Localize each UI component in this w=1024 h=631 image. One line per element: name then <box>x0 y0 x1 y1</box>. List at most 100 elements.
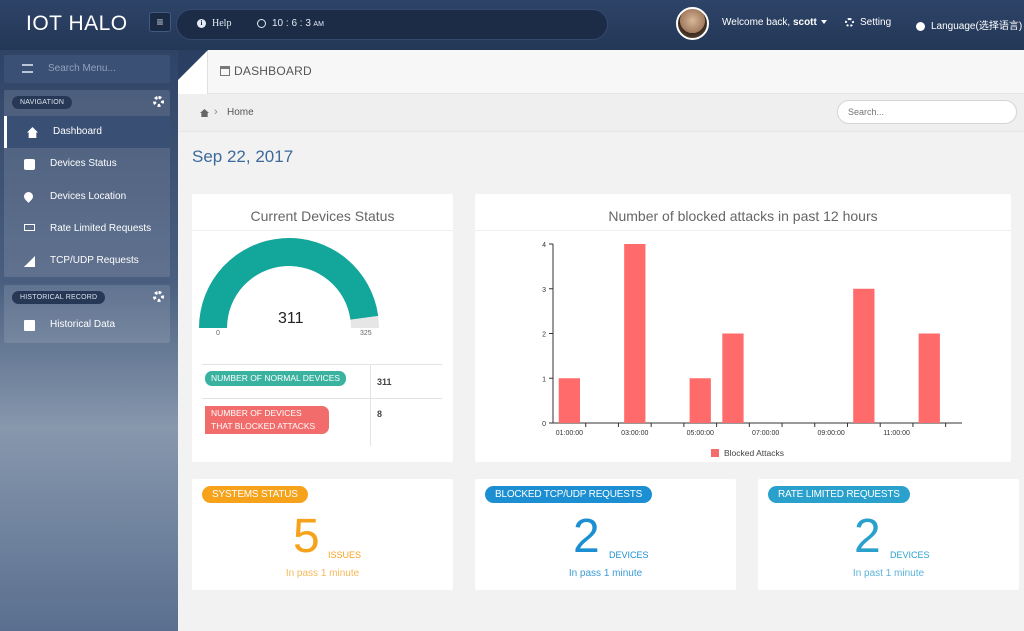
page-titlebar: DASHBOARD <box>178 50 1024 94</box>
blocked-tcp-card: BLOCKED TCP/UDP REQUESTS 2 DEVICES In pa… <box>475 479 736 590</box>
bar <box>918 333 940 423</box>
caret-down-icon <box>820 20 827 25</box>
devices-gauge <box>199 238 379 328</box>
clock-suffix: AM <box>313 21 324 28</box>
blocked-tcp-subtext: In pass 1 minute <box>568 568 643 579</box>
sidebar-item-rate-limited[interactable]: Rate Limited Requests <box>4 213 170 245</box>
y-tick-label: 1 <box>542 376 546 383</box>
sidebar-item-label: TCP/UDP Requests <box>50 255 139 266</box>
x-tick-label: 03:00:00 <box>621 430 648 437</box>
book-icon <box>24 320 35 331</box>
breadcrumb-separator: › <box>214 106 218 118</box>
systems-status-badge: SYSTEMS STATUS <box>202 486 308 503</box>
help-link[interactable]: i Help <box>197 18 231 29</box>
blocked-devices-label: NUMBER OF DEVICES THAT BLOCKED ATTACKS <box>205 406 329 434</box>
search-input[interactable] <box>837 100 1017 124</box>
toolbar-pill: i Help 10 : 6 : 3 AM <box>176 9 608 40</box>
blocked-tcp-badge: BLOCKED TCP/UDP REQUESTS <box>485 486 653 503</box>
welcome-text: Welcome back, <box>722 17 793 28</box>
sidebar-item-devices-location[interactable]: Devices Location <box>4 181 170 213</box>
sidebar-item-devices-status[interactable]: Devices Status <box>4 148 170 180</box>
x-tick-label: 09:00:00 <box>817 430 844 437</box>
brand-logo[interactable]: IOT HALO <box>26 12 128 35</box>
devices-status-card: Current Devices Status 311 0 325 NUMBER … <box>192 194 453 462</box>
navigation-panel: NAVIGATION Dashboard Devices Status Devi… <box>4 90 170 277</box>
devices-status-title: Current Devices Status <box>250 208 395 224</box>
table-row: NUMBER OF NORMAL DEVICES 311 <box>202 364 442 398</box>
gears-icon <box>845 17 854 27</box>
map-pin-icon <box>22 190 35 203</box>
search-menu-placeholder: Search Menu... <box>48 63 116 74</box>
historical-title: HISTORICAL RECORD <box>12 291 106 304</box>
x-tick-label: 07:00:00 <box>752 430 779 437</box>
legend-swatch <box>711 449 719 457</box>
navigation-title: NAVIGATION <box>12 96 73 109</box>
gauge-min-label: 0 <box>216 330 220 337</box>
clock-time: 10 : 6 : 3 <box>272 18 311 29</box>
clock-display: 10 : 6 : 3 AM <box>257 18 324 29</box>
blocked-devices-value: 8 <box>377 409 383 419</box>
clock-icon <box>257 19 266 29</box>
gauge-fill <box>199 238 379 328</box>
y-tick-label: 3 <box>542 287 546 294</box>
user-menu[interactable]: Welcome back, scott <box>722 17 827 28</box>
language-link[interactable]: Language(选择语言) <box>916 17 1022 32</box>
main-content: DASHBOARD › Home Sep 22, 2017 Current De… <box>178 50 1024 631</box>
blocked-tcp-count: 2 <box>573 510 600 563</box>
info-icon: i <box>197 19 206 29</box>
gauge-value: 311 <box>278 310 304 327</box>
gear-icon[interactable] <box>153 96 164 107</box>
hamburger-icon[interactable]: ≡ <box>149 12 171 32</box>
setting-label: Setting <box>860 17 892 28</box>
legend-label: Blocked Attacks <box>724 448 785 458</box>
sidebar-item-label: Devices Status <box>50 158 117 169</box>
devices-stat-table: NUMBER OF NORMAL DEVICES 311 NUMBER OF D… <box>202 364 442 446</box>
gauge-max-label: 325 <box>360 330 372 337</box>
sidebar-item-tcp-udp[interactable]: TCP/UDP Requests <box>4 245 170 277</box>
x-tick-label: 01:00:00 <box>556 430 583 437</box>
device-icon <box>24 159 35 170</box>
sidebar-item-historical-data[interactable]: Historical Data <box>4 309 170 341</box>
page-title-text: DASHBOARD <box>234 64 312 78</box>
breadcrumb-home-icon[interactable] <box>200 109 209 117</box>
blocked-tcp-unit: DEVICES <box>609 550 649 560</box>
y-tick-label: 0 <box>542 421 546 428</box>
y-tick-label: 2 <box>542 332 546 339</box>
sidebar-item-dashboard[interactable]: Dashboard <box>4 116 170 148</box>
home-icon <box>27 127 38 138</box>
bar <box>722 333 744 423</box>
help-label: Help <box>212 18 232 29</box>
signal-icon <box>24 256 35 267</box>
page-fold-decoration <box>178 50 208 94</box>
rate-limited-subtext: In past 1 minute <box>852 568 925 579</box>
bar <box>624 244 646 423</box>
systems-status-card: SYSTEMS STATUS 5 ISSUES In pass 1 minute <box>192 479 453 590</box>
breadcrumb-home-link[interactable]: Home <box>227 107 254 118</box>
sidebar-item-label: Historical Data <box>50 319 116 330</box>
laptop-icon <box>24 224 35 231</box>
rate-limited-badge: RATE LIMITED REQUESTS <box>768 486 910 503</box>
search-menu-input[interactable]: Search Menu... <box>4 55 170 83</box>
systems-status-subtext: In pass 1 minute <box>285 568 360 579</box>
gear-icon[interactable] <box>153 291 164 302</box>
normal-devices-value: 311 <box>377 377 392 387</box>
rate-limited-count: 2 <box>854 510 881 563</box>
rate-limited-card: RATE LIMITED REQUESTS 2 DEVICES In past … <box>758 479 1019 590</box>
search-menu-icon <box>22 64 33 73</box>
systems-issues-count: 5 <box>293 510 320 563</box>
top-bar: IOT HALO ≡ i Help 10 : 6 : 3 AM Welcome b… <box>0 0 1024 50</box>
card-divider <box>475 230 1011 231</box>
rate-limited-unit: DEVICES <box>890 550 930 560</box>
avatar[interactable] <box>676 7 709 40</box>
historical-panel: HISTORICAL RECORD Historical Data <box>4 285 170 343</box>
sidebar-item-label: Devices Location <box>50 191 127 202</box>
chart-legend[interactable]: Blocked Attacks <box>711 448 784 458</box>
y-tick-label: 4 <box>542 242 546 249</box>
username: scott <box>792 17 817 28</box>
x-tick-label: 05:00:00 <box>687 430 714 437</box>
language-label: Language(选择语言) <box>931 21 1023 32</box>
sidebar: Search Menu... NAVIGATION Dashboard Devi… <box>0 50 178 631</box>
setting-link[interactable]: Setting <box>845 17 891 28</box>
sidebar-item-label: Rate Limited Requests <box>50 223 152 234</box>
cell-divider <box>370 365 371 398</box>
